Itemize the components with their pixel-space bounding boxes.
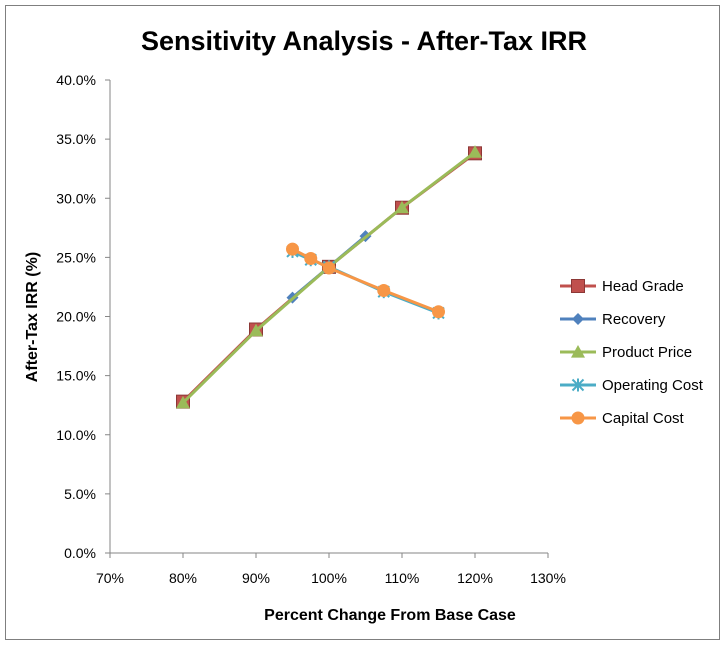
legend-label: Operating Cost: [602, 377, 704, 394]
data-point-product-price: [249, 323, 263, 337]
legend-item-head-grade: Head Grade: [560, 278, 684, 295]
series-line-product-price: [181, 150, 476, 404]
y-tick-label: 5.0%: [64, 486, 96, 502]
legend-marker: [571, 411, 585, 425]
y-tick-label: 30.0%: [56, 190, 96, 206]
legend-marker: [572, 313, 584, 325]
x-tick-label: 130%: [530, 570, 566, 586]
data-point-product-price: [176, 395, 190, 409]
chart-frame: [5, 5, 720, 640]
x-tick-label: 100%: [311, 570, 347, 586]
legend-marker: [571, 345, 585, 358]
legend-item-capital-cost: Capital Cost: [560, 410, 685, 427]
legend-label: Head Grade: [602, 278, 684, 295]
legend-item-recovery: Recovery: [560, 311, 666, 328]
legend-marker: [571, 279, 585, 293]
series-layer: [176, 145, 482, 409]
series-line-head-grade: [181, 152, 476, 403]
data-point-capital-cost: [286, 242, 299, 256]
series-head-grade: [176, 146, 482, 409]
y-tick-label: 40.0%: [56, 72, 96, 88]
x-tick-label: 90%: [242, 570, 270, 586]
chart-title: Sensitivity Analysis - After-Tax IRR: [141, 26, 587, 56]
x-tick-label: 70%: [96, 570, 124, 586]
y-tick-label: 20.0%: [56, 309, 96, 325]
x-axis-title: Percent Change From Base Case: [264, 607, 516, 624]
data-point-capital-cost: [377, 283, 391, 297]
legend: Head Grade Recovery Product Price Operating…: [560, 278, 704, 427]
y-axis-title: After-Tax IRR (%): [24, 252, 41, 382]
data-point-product-price: [395, 200, 409, 214]
y-tick-label: 35.0%: [56, 131, 96, 147]
legend-label: Product Price: [602, 344, 692, 361]
x-tick-label: 80%: [169, 570, 197, 586]
series-product-price: [176, 145, 482, 409]
x-tick-label: 120%: [457, 570, 493, 586]
data-point-capital-cost: [322, 261, 336, 275]
legend-label: Capital Cost: [602, 410, 685, 427]
data-point-product-price: [468, 145, 482, 158]
y-tick-label: 0.0%: [64, 545, 96, 561]
x-tick-label: 110%: [385, 570, 420, 586]
legend-item-product-price: Product Price: [560, 344, 692, 361]
y-tick-label: 25.0%: [56, 249, 96, 265]
series-capital-cost: [286, 242, 445, 319]
axes: 0.0% 5.0% 10.0% 15.0% 20.0% 25.0% 30.0% 35.0% 40…: [56, 72, 566, 586]
y-tick-label: 10.0%: [56, 427, 96, 443]
y-tick-label: 15.0%: [56, 368, 96, 384]
legend-item-operating-cost: Operating Cost: [560, 377, 704, 394]
data-point-capital-cost: [432, 305, 445, 319]
legend-marker: [571, 378, 585, 392]
legend-label: Recovery: [602, 311, 666, 328]
data-point-capital-cost: [304, 252, 318, 266]
